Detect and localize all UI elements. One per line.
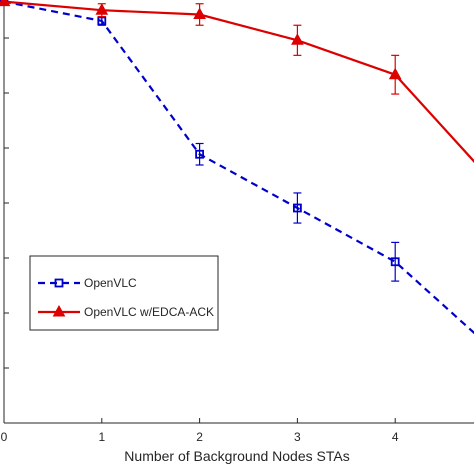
data-point <box>95 3 109 15</box>
legend-item: OpenVLC w/EDCA-ACK <box>38 304 214 319</box>
x-axis-label: Number of Background Nodes STAs <box>124 448 349 464</box>
series-openvlc-edca-ack <box>0 0 474 163</box>
data-point <box>193 7 206 19</box>
x-tick-label: 2 <box>196 430 203 444</box>
legend-label: OpenVLC w/EDCA-ACK <box>84 305 214 319</box>
series-line <box>3 0 474 335</box>
data-point <box>291 33 304 45</box>
data-point <box>388 67 402 80</box>
legend-item: OpenVLC <box>38 276 137 290</box>
data-point <box>292 203 302 213</box>
data-point <box>0 0 11 7</box>
data-point <box>390 257 400 267</box>
x-tick-label: 3 <box>294 430 301 444</box>
legend-label: OpenVLC <box>84 276 137 290</box>
series-layer <box>0 0 474 335</box>
x-tick-label: 4 <box>392 430 399 444</box>
data-point <box>97 16 107 26</box>
axes: 0 1 2 3 4 <box>1 0 474 444</box>
series-line <box>3 0 474 163</box>
x-tick-label: 0 <box>1 430 8 444</box>
data-point <box>195 149 205 159</box>
legend-swatch-marker <box>54 278 64 288</box>
legend-swatch-marker <box>52 304 66 317</box>
x-tick-label: 1 <box>98 430 105 444</box>
legend: OpenVLC OpenVLC w/EDCA-ACK <box>29 255 219 331</box>
legend-box <box>29 255 219 331</box>
